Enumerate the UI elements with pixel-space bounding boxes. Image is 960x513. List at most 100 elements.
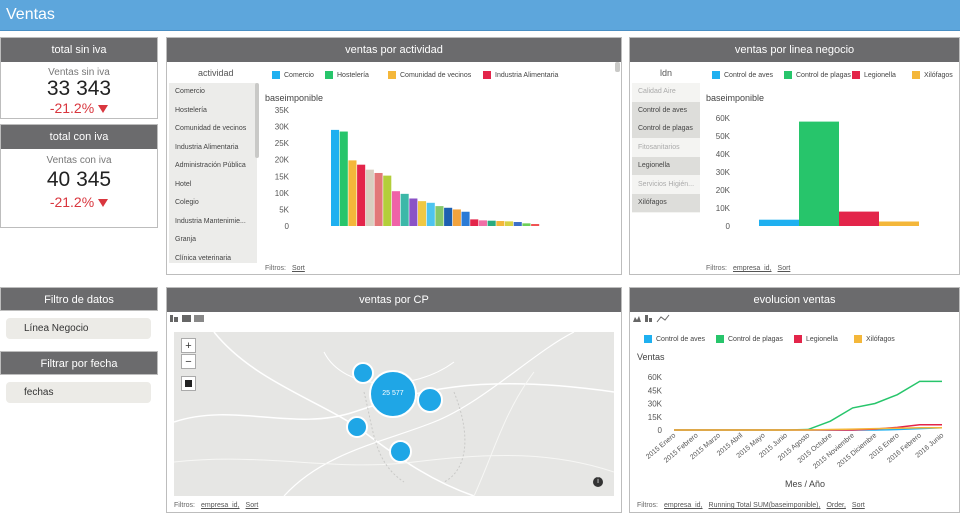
bar[interactable] [435, 206, 444, 226]
filter-link[interactable]: Sort [292, 265, 305, 272]
legend-item[interactable]: Industria Alimentaria [483, 71, 558, 79]
list-item[interactable]: Clínica veterinaria [175, 254, 232, 262]
chart-type-icon[interactable] [633, 314, 671, 323]
list-item[interactable]: Servicios Higién... [638, 180, 695, 188]
filter-link[interactable]: empresa_id, [201, 502, 240, 509]
map-cluster[interactable] [352, 362, 374, 384]
map-cluster[interactable] [389, 440, 412, 463]
bar[interactable] [522, 223, 531, 226]
select-area-button[interactable] [181, 376, 196, 391]
bar[interactable] [444, 207, 453, 226]
zoom-in-button[interactable]: + [181, 338, 196, 353]
bar[interactable] [331, 129, 340, 226]
list-item[interactable]: Colegio [175, 199, 199, 206]
bar[interactable] [478, 220, 487, 226]
bar[interactable] [418, 201, 427, 226]
filter-link[interactable]: Order, [826, 502, 846, 509]
list-item[interactable]: Control de aves [632, 101, 700, 120]
list-item[interactable]: Hotel [175, 180, 192, 188]
actividad-filters-label: Filtros: [265, 265, 286, 272]
chart-type-icons[interactable] [633, 314, 671, 326]
list-item[interactable]: Fitosanitarios [638, 143, 680, 151]
map-cluster-main[interactable]: 25 577 [369, 370, 417, 418]
list-item[interactable]: Industria Alimentaria [175, 143, 239, 151]
legend-item[interactable]: Legionella [794, 335, 838, 343]
bar[interactable] [839, 211, 879, 226]
fechas-filter-button[interactable]: fechas [6, 382, 151, 403]
y-tick-label: 20K [275, 156, 290, 165]
bar[interactable] [374, 172, 383, 226]
legend-label: Control de aves [656, 335, 706, 343]
bar[interactable] [426, 202, 435, 226]
kpi-con-pct: -21.2% [49, 194, 95, 210]
filter-link[interactable]: empresa_id, [733, 265, 772, 272]
legend-item[interactable]: Control de aves [644, 335, 705, 343]
series-line[interactable] [674, 380, 942, 431]
chart-type-icons[interactable] [170, 314, 206, 326]
legend-item[interactable]: Hostelería [325, 71, 369, 79]
legend-item[interactable]: Control de aves [712, 71, 773, 79]
bar[interactable] [365, 169, 374, 226]
filter-link[interactable]: Sort [777, 265, 791, 272]
bar[interactable] [383, 175, 392, 226]
actividad-scrollbar[interactable] [255, 83, 259, 158]
bar[interactable] [339, 131, 348, 226]
bar[interactable] [461, 211, 470, 226]
filter-link[interactable]: empresa_id, [664, 502, 703, 509]
list-item[interactable]: Granja [175, 236, 197, 243]
legend-swatch [716, 335, 724, 343]
bar[interactable] [531, 224, 540, 226]
bar[interactable] [505, 221, 514, 226]
linea-negocio-filter-button[interactable]: Línea Negocio [6, 318, 151, 339]
legend-item[interactable]: Xilófagos [912, 71, 953, 79]
map-cluster[interactable] [346, 416, 368, 438]
legend-item[interactable]: Control de plagas [716, 335, 783, 343]
bar[interactable] [409, 198, 418, 226]
legend-item[interactable]: Comunidad de vecinos [388, 71, 471, 79]
list-item[interactable]: Comunidad de vecinos [175, 125, 247, 132]
bar[interactable] [452, 209, 461, 226]
map-cluster[interactable] [417, 387, 443, 413]
list-item[interactable]: Administración Pública [175, 162, 246, 169]
filter-link[interactable]: Sort [245, 502, 259, 509]
bar[interactable] [759, 219, 799, 226]
legend-item[interactable]: Xilófagos [854, 335, 895, 343]
legend-label: Control de plagas [796, 71, 851, 79]
list-item[interactable]: Legionella [632, 157, 700, 175]
bar[interactable] [879, 221, 919, 227]
filter-link[interactable]: Running Total SUM(baseimponible), [708, 502, 821, 509]
bar[interactable] [799, 121, 839, 226]
y-tick-label: 30K [648, 400, 663, 409]
legend-label: Hostelería [337, 71, 369, 79]
legend-item[interactable]: Comercio [272, 71, 314, 79]
zoom-out-button[interactable]: − [181, 354, 196, 369]
bar[interactable] [487, 220, 496, 226]
chart-type-icon[interactable] [170, 314, 206, 323]
bar[interactable] [513, 222, 522, 226]
list-item[interactable]: Calidad Aire [638, 88, 676, 95]
bar[interactable] [470, 219, 479, 226]
evol-filters: Filtros: empresa_id, Running Total SUM(bas… [637, 502, 865, 509]
list-item[interactable]: Industria Mantenimie... [175, 217, 246, 225]
map-view[interactable]: + − 25 577 i [174, 332, 614, 496]
bar[interactable] [348, 160, 357, 226]
legend-item[interactable]: Legionella [852, 71, 896, 79]
series-line[interactable] [674, 427, 942, 431]
list-item[interactable]: Comercio [175, 88, 205, 95]
info-icon[interactable]: i [593, 477, 603, 487]
y-tick-label: 60K [648, 373, 663, 382]
list-item[interactable]: Control de plagas [632, 120, 700, 138]
bar[interactable] [400, 193, 409, 226]
down-triangle-icon [98, 199, 109, 208]
bar[interactable] [357, 164, 366, 226]
bar[interactable] [391, 191, 400, 226]
cp-filters: Filtros: empresa_id, Sort [174, 502, 258, 509]
y-axis-label: baseimponible [265, 93, 323, 103]
list-item[interactable]: Xilófagos [632, 194, 700, 212]
actividad-panel-scrollbar[interactable] [615, 62, 620, 72]
filter-link[interactable]: Sort [851, 502, 865, 509]
legend-item[interactable]: Control de plagas [784, 71, 851, 79]
bar[interactable] [496, 221, 505, 226]
y-tick-label: 10K [716, 204, 731, 213]
list-item[interactable]: Hostelería [175, 106, 207, 114]
